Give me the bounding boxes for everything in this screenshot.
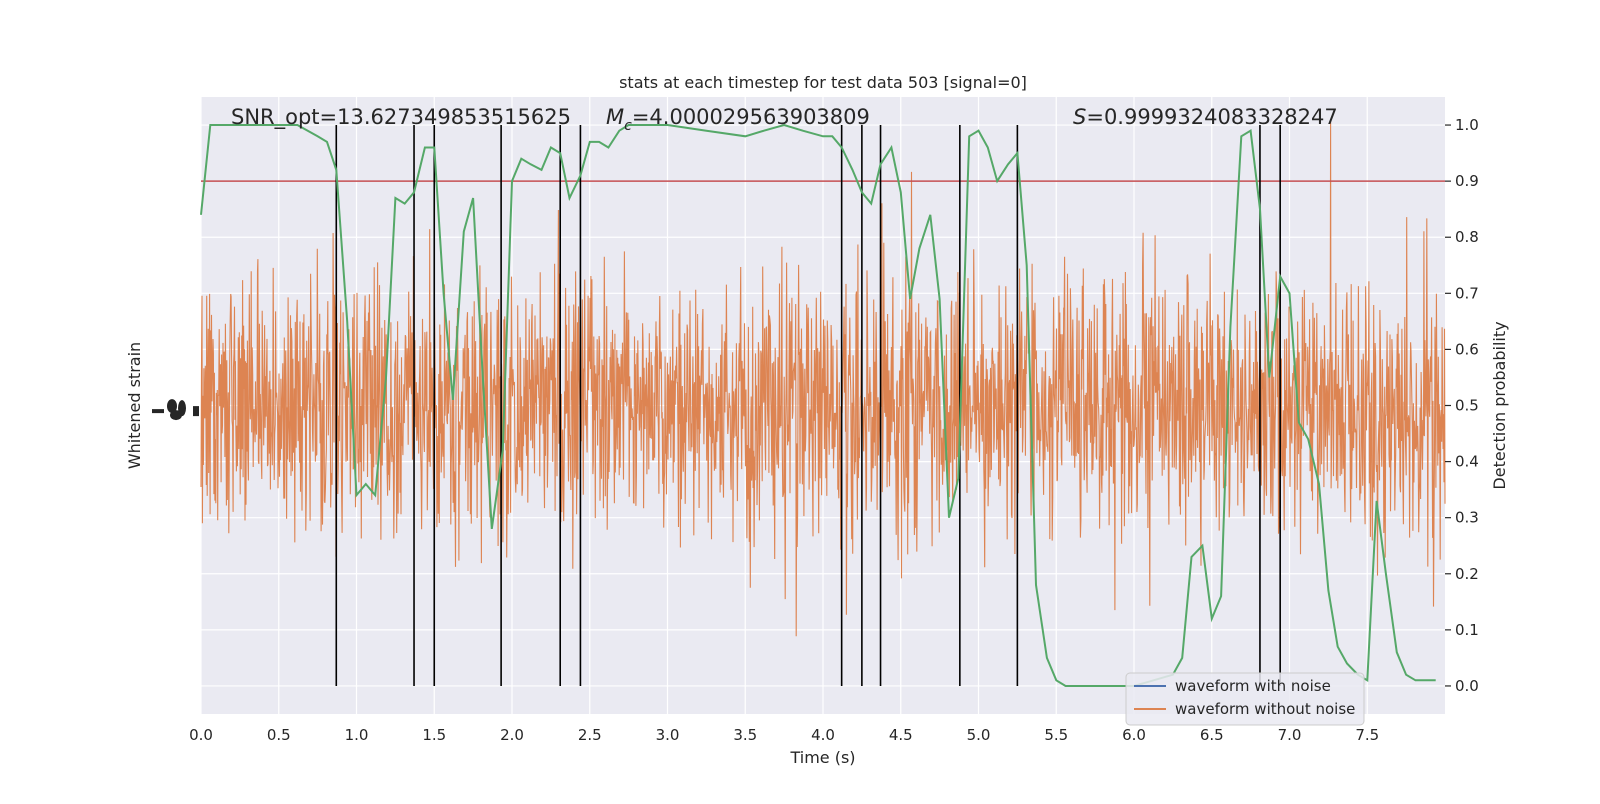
waveform-noise-trace	[200, 119, 1446, 637]
y-tick-label: 0.2	[1455, 565, 1479, 583]
mc-symbol: M	[606, 105, 624, 129]
chirp-mass-annotation: Mc=4.000029563903809	[606, 105, 870, 134]
y-tick-label: 0.6	[1455, 340, 1479, 358]
left-tick-mark	[152, 409, 164, 414]
detection-vertical-lines	[335, 125, 1281, 686]
legend: waveform with noise waveform without noi…	[1125, 672, 1365, 726]
y-tick-labels-right: 0.0 0.1 0.2 0.3 0.4 0.5 0.6 0.7 0.8 0.9 1.0	[1445, 116, 1479, 695]
legend-label-clean: waveform without noise	[1175, 700, 1355, 718]
y-tick-label: 1.0	[1455, 116, 1479, 134]
x-tick-label: 1.0	[345, 726, 369, 744]
y-tick-label: 0.7	[1455, 284, 1479, 302]
left-axis-tick-blob	[152, 399, 199, 421]
legend-box	[1125, 672, 1365, 726]
chart-title: stats at each timestep for test data 503…	[619, 73, 1027, 92]
y-tick-label: 0.1	[1455, 621, 1479, 639]
y-tick-label: 0.3	[1455, 509, 1479, 527]
y-tick-label: 0.0	[1455, 677, 1479, 695]
x-tick-label: 6.5	[1200, 726, 1224, 744]
waveform-without-noise-line	[200, 119, 1446, 637]
y-axis-label-right: Detection probability	[1490, 321, 1509, 489]
x-tick-label: 7.0	[1278, 726, 1302, 744]
x-tick-label: 5.5	[1044, 726, 1068, 744]
s-symbol: S	[1073, 105, 1086, 129]
y-axis-label-left: Whitened strain	[125, 342, 144, 469]
mc-value: =4.000029563903809	[632, 105, 870, 129]
x-tick-label: 0.0	[189, 726, 213, 744]
x-tick-label: 2.5	[578, 726, 602, 744]
x-tick-label: 3.0	[656, 726, 680, 744]
left-tick-mark	[170, 410, 182, 421]
s-value: =0.9999324083328247	[1086, 105, 1337, 129]
y-tick-label: 0.4	[1455, 453, 1479, 471]
legend-label-noisy: waveform with noise	[1175, 677, 1331, 695]
left-tick-mark	[167, 399, 177, 414]
x-tick-label: 3.5	[733, 726, 757, 744]
x-tick-label: 5.0	[967, 726, 991, 744]
left-tick-mark	[193, 406, 199, 417]
y-tick-label: 0.8	[1455, 228, 1479, 246]
mc-subscript: c	[624, 118, 632, 134]
snr-annotation: SNR_opt=13.627349853515625	[231, 105, 571, 130]
x-tick-label: 0.5	[267, 726, 291, 744]
detection-probability-line	[200, 123, 1436, 687]
x-tick-label: 1.5	[422, 726, 446, 744]
x-tick-label: 6.0	[1122, 726, 1146, 744]
score-annotation: S=0.9999324083328247	[1073, 105, 1338, 129]
x-tick-label: 2.0	[500, 726, 524, 744]
x-tick-label: 7.5	[1355, 726, 1379, 744]
y-tick-label: 0.9	[1455, 172, 1479, 190]
x-axis-label: Time (s)	[789, 748, 855, 767]
x-tick-label: 4.0	[811, 726, 835, 744]
x-tick-label: 4.5	[889, 726, 913, 744]
detection-probability-group	[200, 123, 1436, 687]
y-tick-label: 0.5	[1455, 397, 1479, 415]
x-tick-labels: 0.0 0.5 1.0 1.5 2.0 2.5 3.0 3.5 4.0 4.5 5.0 5.5 6.0 6…	[189, 726, 1379, 744]
